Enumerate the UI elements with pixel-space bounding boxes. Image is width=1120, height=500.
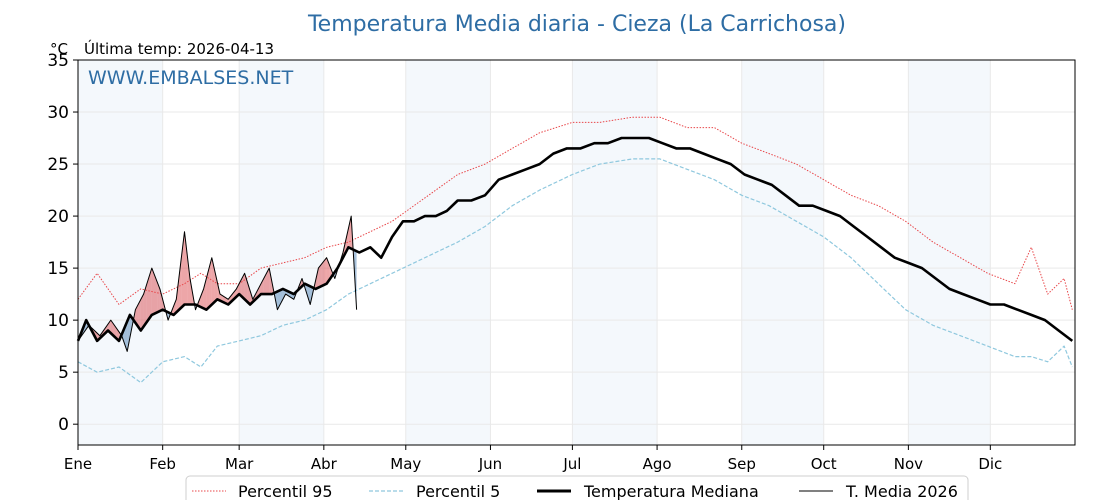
fill-above-median bbox=[146, 276, 149, 323]
legend-label-2026: T. Media 2026 bbox=[845, 482, 958, 500]
fill-above-median bbox=[321, 261, 324, 287]
legend-label-p5: Percentil 5 bbox=[416, 482, 500, 500]
month-band-mar bbox=[239, 60, 324, 445]
fill-below-median bbox=[127, 314, 130, 352]
fill-above-median bbox=[135, 304, 139, 327]
line-percentil-5 bbox=[77, 158, 1073, 384]
y-tick-label-15: 15 bbox=[47, 259, 69, 279]
y-tick-label-25: 25 bbox=[47, 155, 69, 175]
y-tick-label-5: 5 bbox=[58, 363, 69, 383]
fill-above-median bbox=[263, 273, 267, 295]
month-bands bbox=[78, 60, 991, 445]
month-band-jul bbox=[572, 60, 658, 445]
y-tick-label-10: 10 bbox=[47, 311, 69, 331]
fill-above-median bbox=[149, 268, 152, 319]
plot-frame bbox=[77, 59, 1076, 446]
last-reading-label: Última temp: 2026-04-13 bbox=[84, 39, 274, 58]
fill-above-median bbox=[143, 285, 147, 327]
x-tick-label-sep: Sep bbox=[728, 455, 756, 473]
legend-label-p95: Percentil 95 bbox=[238, 482, 333, 500]
month-band-ene bbox=[78, 60, 163, 445]
x-tick-label-nov: Nov bbox=[894, 455, 923, 473]
fill-above-median bbox=[269, 268, 272, 295]
legend: Percentil 95 Percentil 5 Temperatura Med… bbox=[185, 475, 969, 500]
fill-above-median bbox=[157, 282, 160, 313]
y-axis: 0 5 10 15 20 25 30 35 bbox=[47, 51, 78, 435]
fill-above-median bbox=[200, 288, 204, 309]
unit-label: °C bbox=[50, 40, 68, 58]
fill-below-median bbox=[282, 288, 286, 300]
fill-above-median bbox=[261, 278, 264, 295]
x-tick-label-mar: Mar bbox=[225, 455, 254, 473]
fill-above-median bbox=[266, 268, 270, 295]
month-band-may bbox=[405, 60, 491, 445]
legend-box bbox=[185, 475, 969, 500]
fill-above-median bbox=[209, 257, 212, 308]
y-tick-label-35: 35 bbox=[47, 51, 69, 71]
fill-above-median bbox=[138, 299, 141, 331]
fill-above-median bbox=[187, 255, 190, 305]
fill-below-median bbox=[195, 302, 199, 310]
y-tick-label-0: 0 bbox=[58, 415, 69, 435]
x-tick-label-oct: Oct bbox=[811, 455, 837, 473]
fill-above-median bbox=[348, 216, 352, 249]
month-band-nov bbox=[908, 60, 991, 445]
x-tick-label-jun: Jun bbox=[478, 455, 502, 473]
fill-below-median bbox=[307, 285, 311, 305]
fill-above-median bbox=[203, 278, 207, 310]
fill-above-median bbox=[140, 294, 144, 331]
legend-label-median: Temperatura Mediana bbox=[583, 482, 759, 500]
x-tick-label-may: May bbox=[390, 455, 421, 473]
series-lines bbox=[76, 116, 1074, 384]
x-axis: Ene Feb Mar Abr May Jun Jul Ago Sep Oct Nov Dic bbox=[64, 445, 1002, 473]
fill-above-median bbox=[214, 269, 218, 302]
line-percentil-95 bbox=[77, 116, 1073, 310]
x-tick-label-abr: Abr bbox=[311, 455, 338, 473]
line-t-media-2026 bbox=[77, 215, 358, 352]
x-tick-label-dic: Dic bbox=[978, 455, 1002, 473]
fill-above-median bbox=[247, 282, 251, 305]
fill-above-median bbox=[179, 254, 182, 310]
fill-above-median bbox=[318, 264, 322, 288]
gridlines bbox=[77, 59, 1075, 445]
fill-above-median bbox=[159, 288, 163, 311]
line-temperatura-mediana bbox=[76, 136, 1074, 343]
x-tick-label-ago: Ago bbox=[643, 455, 672, 473]
fill-above-median bbox=[173, 299, 177, 315]
fill-above-median bbox=[326, 257, 330, 284]
x-tick-label-jul: Jul bbox=[562, 455, 581, 473]
x-tick-label-ene: Ene bbox=[64, 455, 92, 473]
y-tick-label-30: 30 bbox=[47, 103, 69, 123]
fill-above-median bbox=[323, 257, 327, 285]
fill-above-median bbox=[151, 268, 155, 315]
watermark: WWW.EMBALSES.NET bbox=[88, 67, 294, 89]
fill-above-median bbox=[110, 320, 114, 336]
chart-title: Temperatura Media diaria - Cieza (La Car… bbox=[307, 12, 846, 37]
x-tick-label-feb: Feb bbox=[149, 455, 176, 473]
month-band-sep bbox=[741, 60, 824, 445]
fill-below-median bbox=[280, 288, 283, 305]
y-tick-label-20: 20 bbox=[47, 207, 69, 227]
fill-above-median bbox=[154, 275, 158, 314]
